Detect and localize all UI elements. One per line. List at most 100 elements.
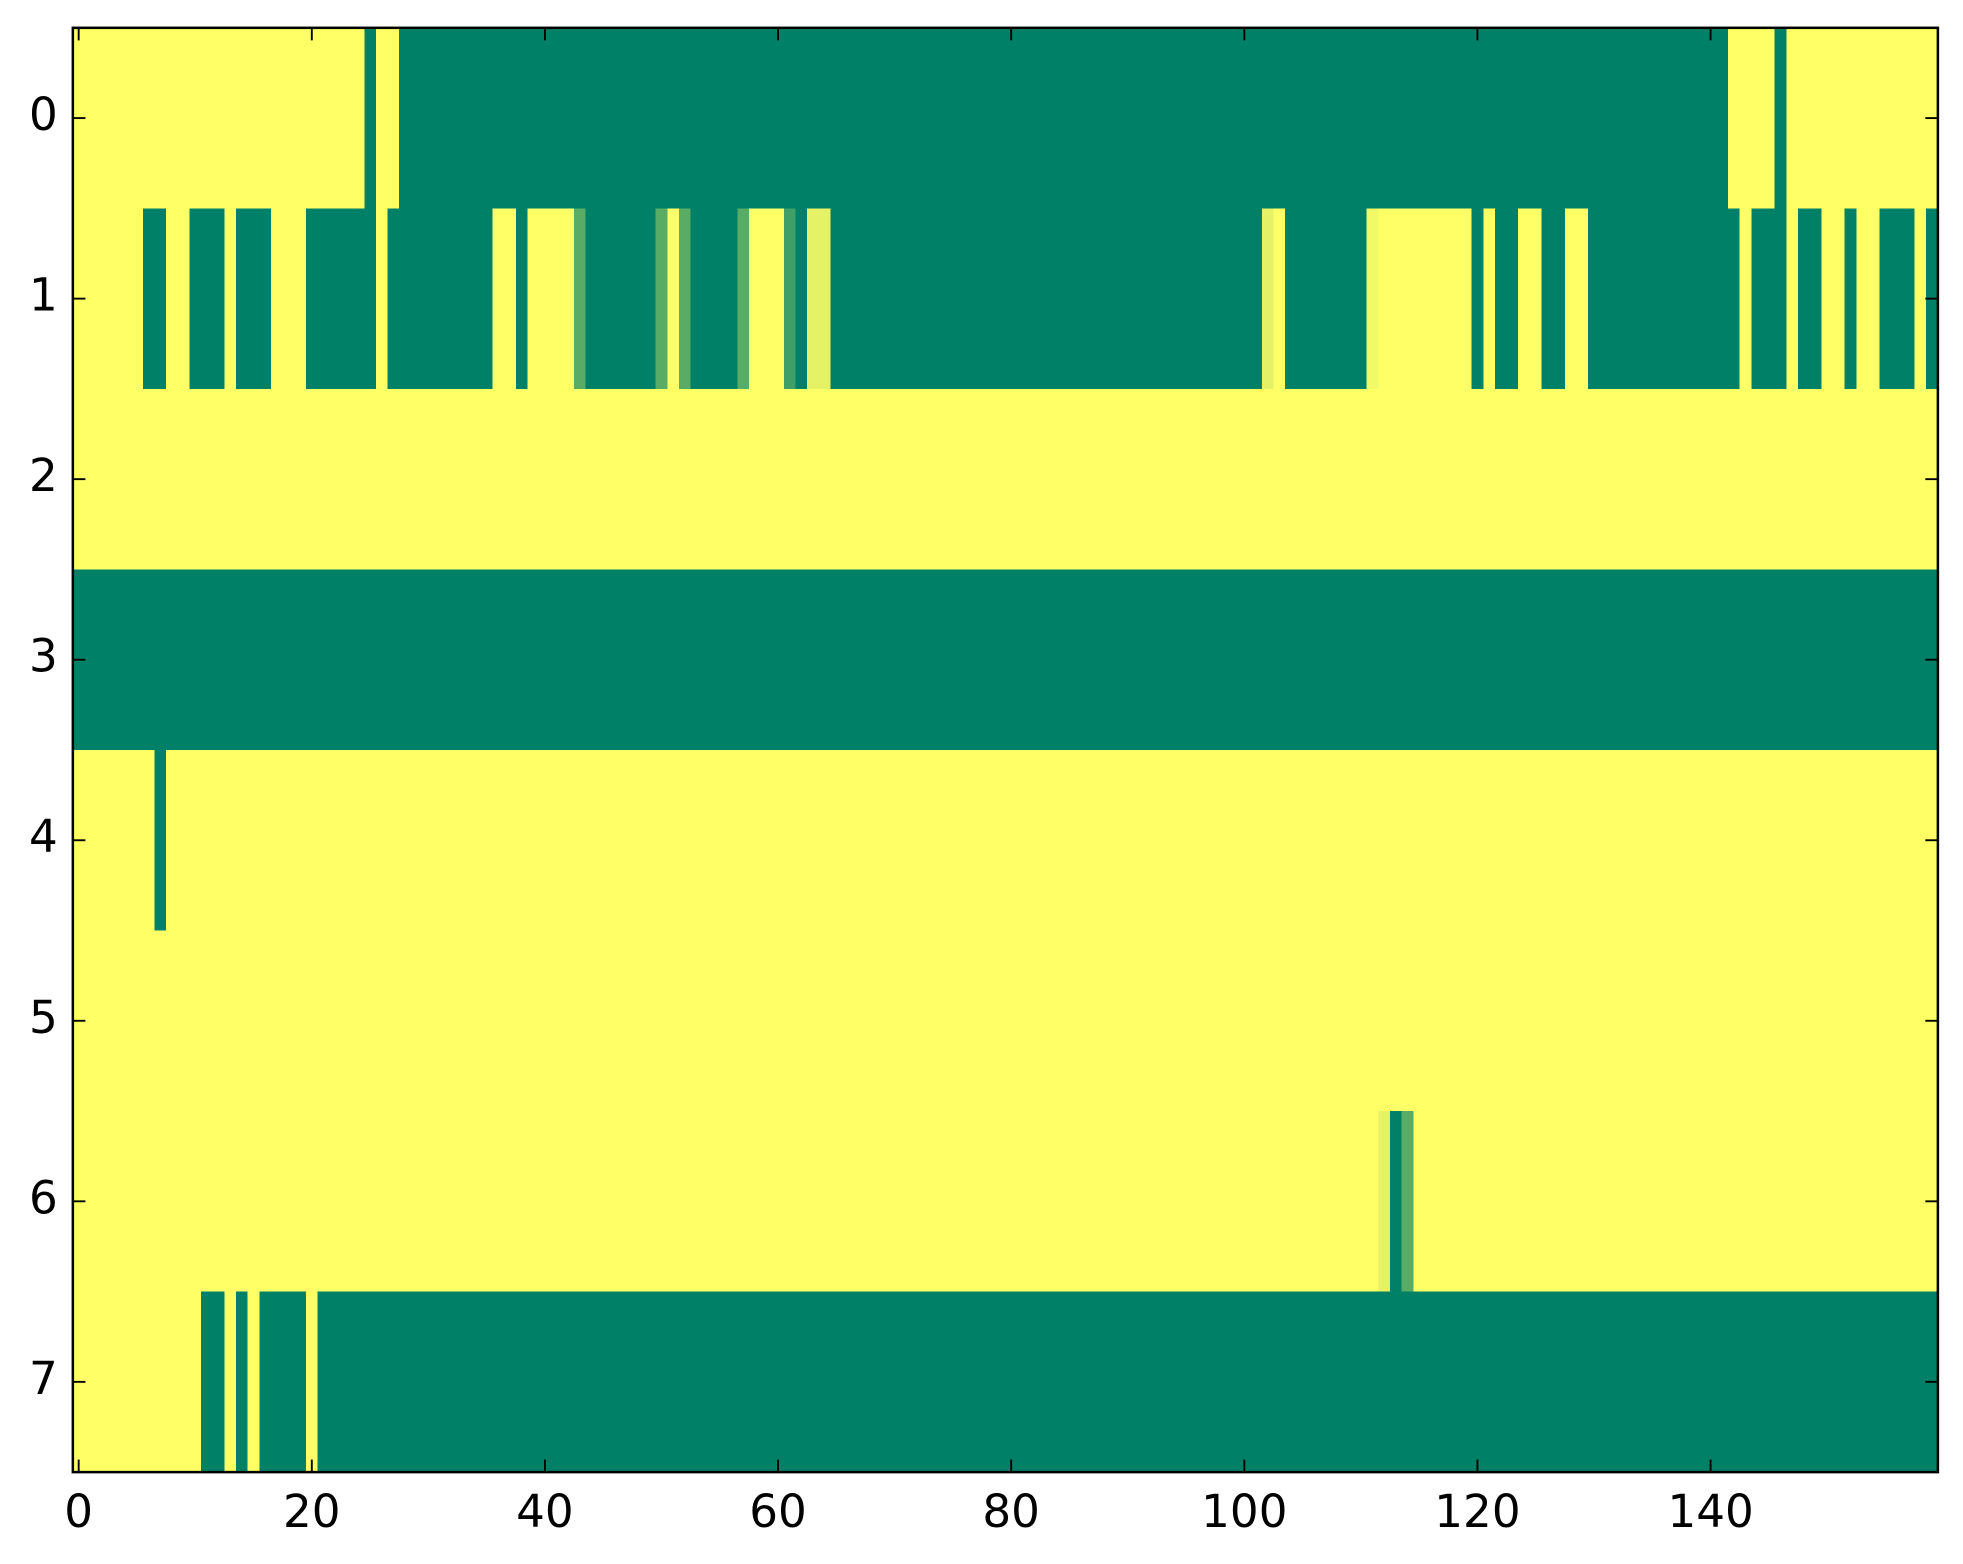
cell	[1156, 1111, 1170, 1293]
cell	[1005, 749, 1018, 932]
cell	[142, 569, 155, 751]
cell	[201, 27, 214, 209]
cell	[189, 749, 202, 932]
cell	[1856, 1291, 1869, 1473]
cell	[1390, 388, 1403, 570]
cell	[1599, 1111, 1613, 1293]
cell	[492, 930, 505, 1112]
cell	[527, 27, 540, 209]
cell	[1390, 569, 1403, 751]
cell	[1669, 930, 1682, 1112]
cell	[1774, 27, 1787, 209]
cell	[609, 1111, 622, 1293]
cell	[294, 1291, 307, 1473]
cell	[1728, 1291, 1741, 1473]
cell	[958, 749, 971, 932]
y-tick-label: 3	[29, 630, 58, 683]
cell	[644, 569, 657, 751]
cell	[1763, 388, 1776, 570]
cell	[1716, 930, 1729, 1112]
cell	[410, 1111, 424, 1293]
cell	[1856, 27, 1869, 209]
cell	[410, 930, 424, 1112]
cell	[154, 388, 167, 570]
cell	[294, 208, 307, 390]
cell	[1203, 208, 1216, 390]
cell	[1133, 1291, 1146, 1473]
cell	[1728, 930, 1741, 1112]
cell	[1623, 27, 1636, 209]
cell	[609, 1291, 622, 1473]
cell	[1506, 208, 1519, 390]
cell	[865, 749, 878, 932]
cell	[305, 388, 319, 570]
cell	[597, 930, 610, 1112]
cell	[527, 930, 540, 1112]
cell	[690, 388, 703, 570]
cell	[107, 930, 120, 1112]
cell	[865, 388, 878, 570]
cell	[1809, 1291, 1822, 1473]
cell	[970, 749, 983, 932]
cell	[305, 1111, 319, 1293]
cell	[1448, 388, 1461, 570]
cell	[1658, 27, 1671, 209]
cell	[1599, 749, 1613, 932]
cell	[877, 1291, 890, 1473]
cell	[585, 27, 598, 209]
cell	[574, 388, 587, 570]
cell	[515, 749, 528, 932]
cell	[294, 27, 307, 209]
cell	[1390, 1291, 1403, 1473]
cell	[982, 27, 995, 209]
cell	[1098, 27, 1111, 209]
cell	[212, 749, 225, 932]
cell	[690, 1111, 703, 1293]
cell	[655, 569, 668, 751]
cell	[294, 749, 307, 932]
cell	[201, 208, 214, 390]
cell	[166, 208, 179, 390]
cell	[294, 569, 307, 751]
cell	[1215, 27, 1228, 209]
cell	[1611, 749, 1624, 932]
cell	[1506, 27, 1519, 209]
cell	[1075, 1111, 1088, 1293]
cell	[1273, 27, 1286, 209]
cell	[1133, 1111, 1146, 1293]
cell	[1436, 1291, 1449, 1473]
cell	[527, 569, 540, 751]
cell	[1483, 27, 1496, 209]
cell	[725, 569, 738, 751]
cell	[1634, 930, 1647, 1112]
cell	[1110, 388, 1123, 570]
cell	[1763, 27, 1776, 209]
cell	[1634, 749, 1647, 932]
cell	[1133, 388, 1146, 570]
cell	[1774, 749, 1787, 932]
cell	[1028, 1111, 1041, 1293]
cell	[1040, 208, 1053, 390]
cell	[1424, 388, 1438, 570]
cell	[1320, 930, 1333, 1112]
cell	[515, 388, 528, 570]
cell	[1634, 1291, 1647, 1473]
cell	[375, 388, 389, 570]
cell	[131, 388, 144, 570]
cell	[107, 1291, 120, 1473]
cell	[1809, 569, 1822, 751]
cell	[294, 388, 307, 570]
cell	[1040, 1111, 1053, 1293]
cell	[271, 208, 284, 390]
cell	[1203, 569, 1216, 751]
cell	[1086, 208, 1100, 390]
cell	[166, 1291, 179, 1473]
cell	[737, 27, 750, 209]
cell	[1191, 1111, 1205, 1293]
cell	[107, 27, 120, 209]
cell	[1191, 208, 1205, 390]
cell	[1343, 569, 1356, 751]
cell	[888, 569, 901, 751]
cell	[1063, 208, 1076, 390]
cell	[317, 930, 330, 1112]
